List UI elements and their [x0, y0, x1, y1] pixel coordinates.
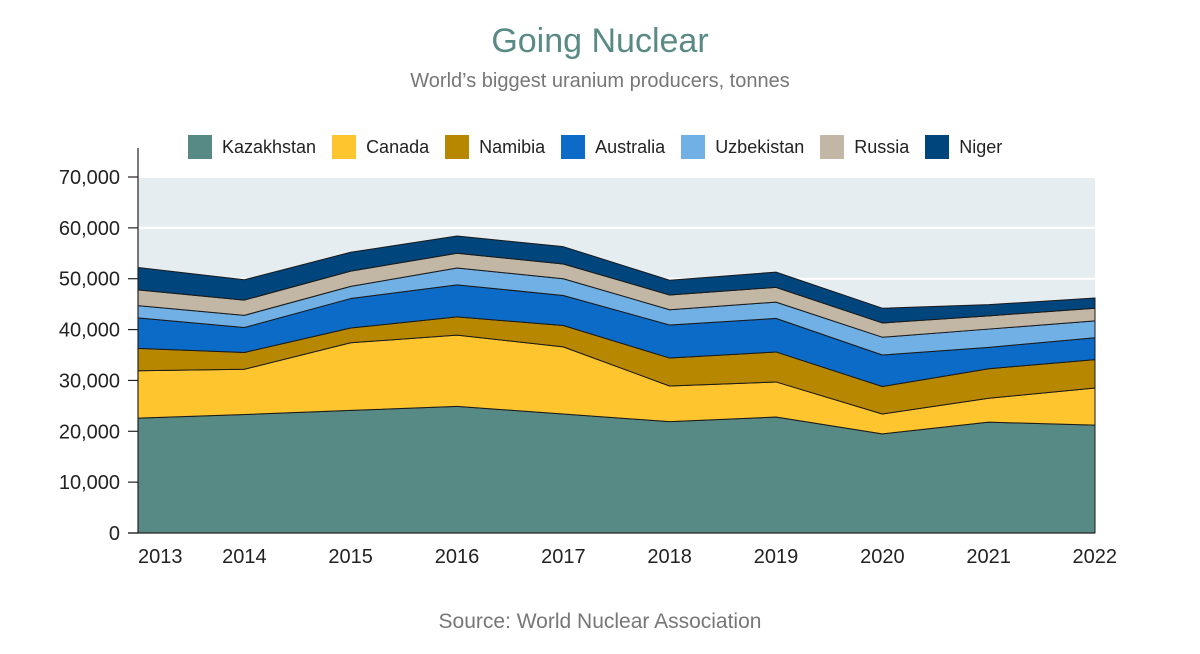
legend-item-niger: Niger	[925, 135, 1002, 159]
legend-swatch	[445, 135, 470, 159]
legend-label: Australia	[595, 136, 666, 157]
x-tick-label: 2017	[541, 546, 586, 568]
legend-label: Russia	[854, 136, 910, 157]
y-tick-label: 30,000	[59, 370, 120, 392]
y-tick-label: 0	[109, 523, 120, 545]
chart-legend: Kazakhstan Canada Namibia Australia Uzbekist…	[188, 135, 1018, 159]
legend-label: Canada	[366, 136, 430, 157]
legend-item-russia: Russia	[820, 135, 909, 159]
chart-area: 0 10,000 20,000 30,000 40,000 50,000 60,000 70,…	[59, 148, 1118, 568]
source-note: Source: World Nuclear Association	[438, 610, 762, 633]
legend-swatch	[188, 135, 212, 159]
y-tick-label: 10,000	[59, 472, 120, 494]
legend-item-australia: Australia	[561, 135, 665, 159]
legend-label: Namibia	[479, 136, 546, 157]
area-niger	[137, 235, 1096, 324]
legend-item-canada: Canada	[332, 135, 429, 159]
legend-swatch	[820, 135, 845, 159]
legend-item-namibia: Namibia	[445, 135, 545, 159]
legend-label: Niger	[959, 136, 1003, 157]
x-tick-label: 2018	[647, 546, 692, 568]
x-tick-label: 2013	[138, 546, 183, 568]
legend-swatch	[925, 135, 950, 159]
x-tick-label: 2015	[328, 546, 373, 568]
chart-title: Going Nuclear	[491, 22, 709, 60]
x-tick-label: 2019	[754, 546, 799, 568]
x-tick-label: 2016	[435, 546, 480, 568]
x-tick-label: 2022	[1073, 546, 1118, 568]
y-tick-label: 60,000	[59, 218, 120, 240]
legend-label: Uzbekistan	[715, 136, 805, 157]
legend-item-uzbekistan: Uzbekistan	[681, 135, 804, 159]
legend-swatch	[681, 135, 706, 159]
y-tick-label: 50,000	[59, 269, 120, 291]
legend-item-kazakhstan: Kazakhstan	[188, 135, 316, 159]
legend-label: Kazakhstan	[222, 136, 317, 157]
y-tick-label: 70,000	[59, 167, 120, 189]
legend-swatch	[332, 135, 357, 159]
x-tick-label: 2014	[222, 546, 267, 568]
x-tick-label: 2020	[860, 546, 905, 568]
y-tick-label: 40,000	[59, 320, 120, 342]
x-tick-label: 2021	[966, 546, 1011, 568]
y-tick-label: 20,000	[59, 421, 120, 443]
legend-swatch	[561, 135, 586, 159]
chart-subtitle: World’s biggest uranium producers, tonne…	[410, 70, 790, 92]
